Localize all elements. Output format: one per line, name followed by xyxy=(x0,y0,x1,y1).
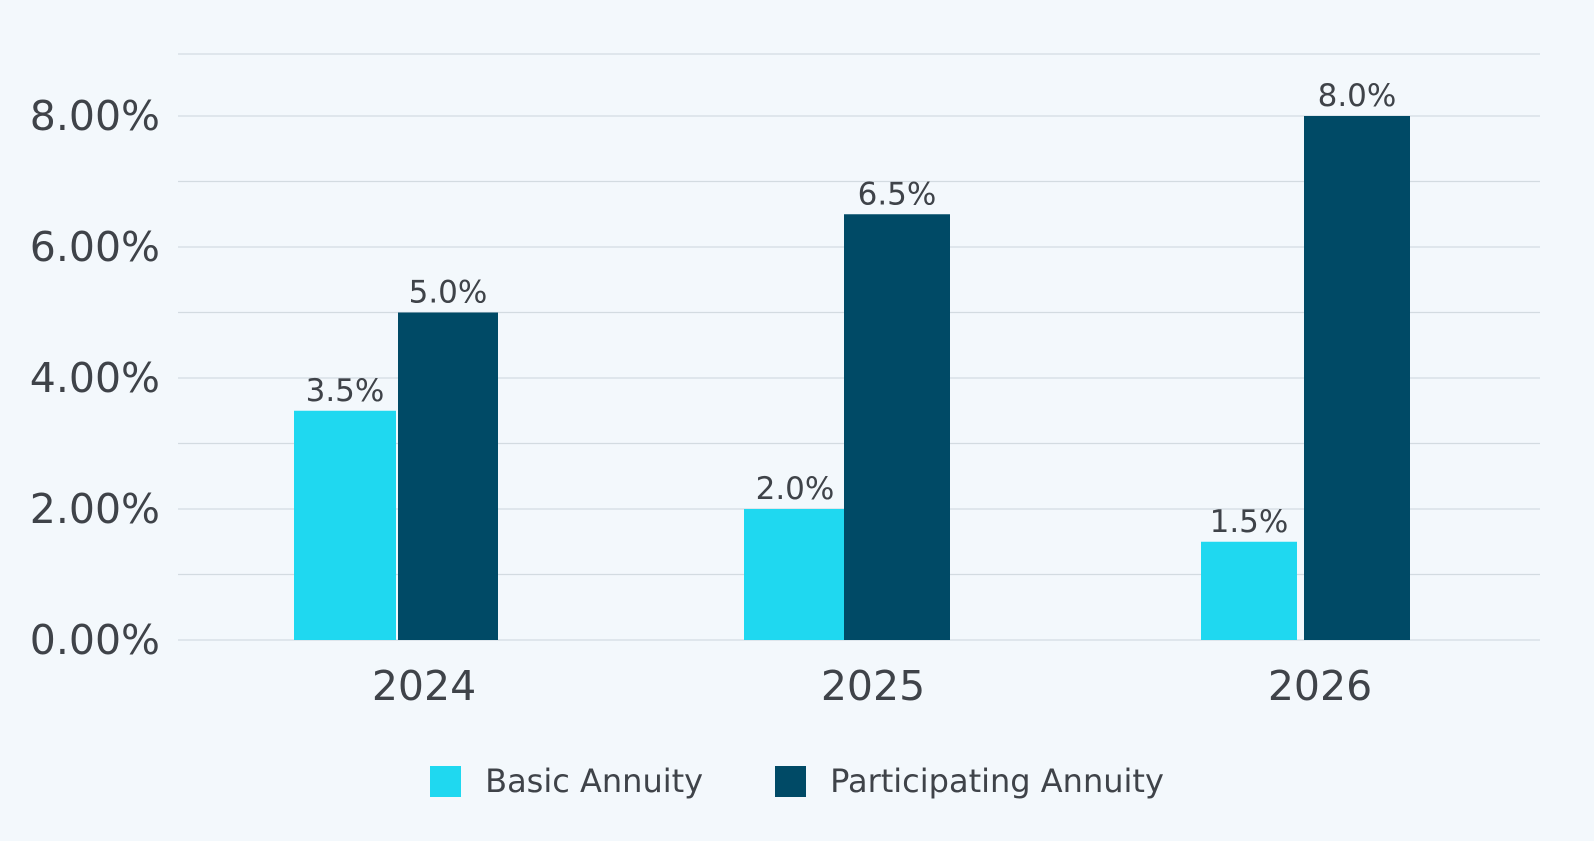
legend-swatch-participating-annuity xyxy=(775,765,807,797)
data-label: 1.5% xyxy=(1210,504,1289,540)
x-tick-label: 2025 xyxy=(821,662,925,710)
data-label: 5.0% xyxy=(409,275,488,311)
bar-2026-basic xyxy=(1201,541,1297,640)
legend: Basic Annuity Participating Annuity xyxy=(0,762,1594,800)
bar-2024-basic xyxy=(294,410,396,640)
bars: 3.5% 5.0% 2.0% 6.5% 1.5% 8.0% xyxy=(294,78,1410,640)
y-tick-label: 0.00% xyxy=(30,616,160,664)
x-tick-label: 2024 xyxy=(372,662,476,710)
legend-label-basic-annuity: Basic Annuity xyxy=(485,762,704,800)
bar-2026-participating xyxy=(1304,116,1410,640)
data-label: 8.0% xyxy=(1318,78,1397,114)
x-axis: 2024 2025 2026 xyxy=(372,662,1372,710)
y-axis: 0.00% 2.00% 4.00% 6.00% 8.00% xyxy=(30,92,160,664)
bar-chart: 0.00% 2.00% 4.00% 6.00% 8.00% 3.5% 5.0% 2.0% 6.… xyxy=(30,53,1540,710)
y-tick-label: 6.00% xyxy=(30,223,160,271)
bar-2025-basic xyxy=(744,509,846,640)
legend-swatch-basic-annuity xyxy=(430,765,462,797)
data-label: 6.5% xyxy=(858,176,937,212)
y-tick-label: 8.00% xyxy=(30,92,160,140)
y-tick-label: 4.00% xyxy=(30,354,160,402)
bar-2025-participating xyxy=(844,214,950,640)
x-tick-label: 2026 xyxy=(1268,662,1372,710)
y-tick-label: 2.00% xyxy=(30,485,160,533)
legend-item-basic-annuity: Basic Annuity xyxy=(430,762,703,800)
bar-2024-participating xyxy=(398,312,498,640)
data-label: 2.0% xyxy=(756,471,835,507)
legend-item-participating-annuity: Participating Annuity xyxy=(775,762,1164,800)
data-label: 3.5% xyxy=(306,373,385,409)
legend-label-participating-annuity: Participating Annuity xyxy=(830,762,1164,800)
